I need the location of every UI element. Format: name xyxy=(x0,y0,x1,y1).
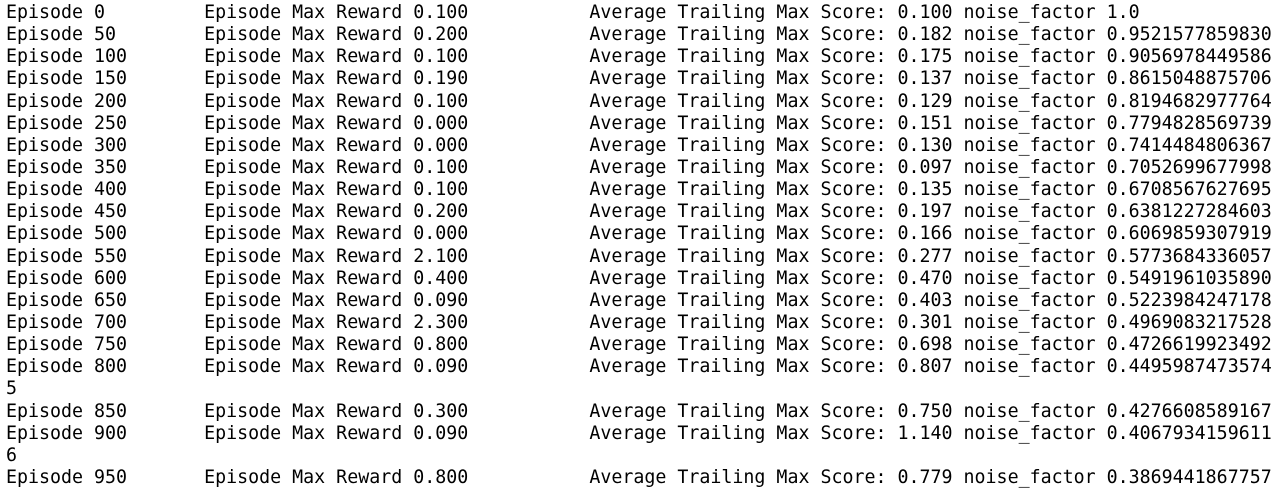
output-line-text: Episode 950 Episode Max Reward 0.800 Ave… xyxy=(6,466,1272,488)
output-line: Episode 350 Episode Max Reward 0.100 Ave… xyxy=(6,157,1272,179)
output-line-text: Episode 50 Episode Max Reward 0.200 Aver… xyxy=(6,24,1272,46)
output-line-text: Episode 650 Episode Max Reward 0.090 Ave… xyxy=(6,289,1272,311)
output-line: Episode 550 Episode Max Reward 2.100 Ave… xyxy=(6,246,1272,268)
output-line-text: Episode 400 Episode Max Reward 0.100 Ave… xyxy=(6,179,1272,201)
output-line: Episode 0 Episode Max Reward 0.100 Avera… xyxy=(6,2,1268,24)
output-line-text: Episode 600 Episode Max Reward 0.400 Ave… xyxy=(6,267,1272,289)
output-line: Episode 800 Episode Max Reward 0.090 Ave… xyxy=(6,356,1272,378)
output-line-text: Episode 750 Episode Max Reward 0.800 Ave… xyxy=(6,334,1272,356)
output-line-text: Episode 700 Episode Max Reward 2.300 Ave… xyxy=(6,311,1272,333)
output-line: Episode 750 Episode Max Reward 0.800 Ave… xyxy=(6,334,1272,356)
output-line-text: Episode 200 Episode Max Reward 0.100 Ave… xyxy=(6,90,1272,112)
output-line: Episode 100 Episode Max Reward 0.100 Ave… xyxy=(6,46,1272,68)
output-line: Episode 200 Episode Max Reward 0.100 Ave… xyxy=(6,91,1272,113)
output-line: Episode 250 Episode Max Reward 0.000 Ave… xyxy=(6,113,1272,135)
output-line-text: Episode 500 Episode Max Reward 0.000 Ave… xyxy=(6,223,1272,245)
output-line: Episode 500 Episode Max Reward 0.000 Ave… xyxy=(6,223,1272,245)
output-line-text: Episode 250 Episode Max Reward 0.000 Ave… xyxy=(6,112,1272,134)
output-line-wrapped: 6 xyxy=(6,445,1268,467)
output-line: Episode 900 Episode Max Reward 0.090 Ave… xyxy=(6,423,1272,445)
output-line: Episode 600 Episode Max Reward 0.400 Ave… xyxy=(6,268,1272,290)
output-line-text: Episode 450 Episode Max Reward 0.200 Ave… xyxy=(6,201,1272,223)
output-line-text: Episode 350 Episode Max Reward 0.100 Ave… xyxy=(6,156,1272,178)
output-line-text: Episode 0 Episode Max Reward 0.100 Avera… xyxy=(6,2,1140,23)
output-line: Episode 950 Episode Max Reward 0.800 Ave… xyxy=(6,467,1272,489)
output-line-text: Episode 150 Episode Max Reward 0.190 Ave… xyxy=(6,68,1272,90)
output-line-text: Episode 900 Episode Max Reward 0.090 Ave… xyxy=(6,422,1272,444)
output-line: Episode 150 Episode Max Reward 0.190 Ave… xyxy=(6,68,1272,90)
output-line: Episode 50 Episode Max Reward 0.200 Aver… xyxy=(6,24,1272,46)
output-line: Episode 850 Episode Max Reward 0.300 Ave… xyxy=(6,401,1272,423)
output-line: Episode 700 Episode Max Reward 2.300 Ave… xyxy=(6,312,1272,334)
output-line-text: Episode 550 Episode Max Reward 2.100 Ave… xyxy=(6,245,1272,267)
output-line-wrapped: 5 xyxy=(6,378,1268,400)
output-line: Episode 650 Episode Max Reward 0.090 Ave… xyxy=(6,290,1272,312)
output-line-text: 5 xyxy=(6,378,18,400)
output-line-text: Episode 300 Episode Max Reward 0.000 Ave… xyxy=(6,134,1272,156)
output-line-text: Episode 100 Episode Max Reward 0.100 Ave… xyxy=(6,46,1272,68)
terminal-output: Episode 0 Episode Max Reward 0.100 Avera… xyxy=(6,2,1272,489)
output-line-text: Episode 850 Episode Max Reward 0.300 Ave… xyxy=(6,400,1272,422)
output-line: Episode 400 Episode Max Reward 0.100 Ave… xyxy=(6,179,1272,201)
output-line-text: Episode 800 Episode Max Reward 0.090 Ave… xyxy=(6,356,1272,378)
output-line: Episode 300 Episode Max Reward 0.000 Ave… xyxy=(6,135,1272,157)
output-line-text: 6 xyxy=(6,444,18,466)
output-line: Episode 450 Episode Max Reward 0.200 Ave… xyxy=(6,201,1272,223)
